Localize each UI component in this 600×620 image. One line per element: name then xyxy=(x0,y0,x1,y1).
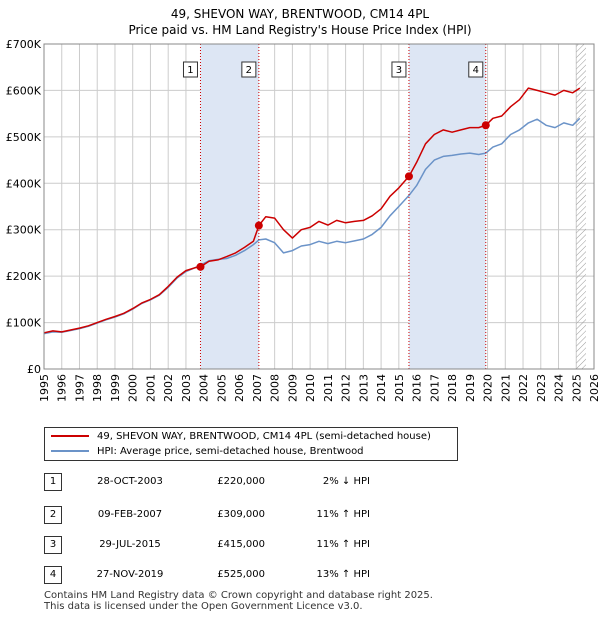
x-tick-label: 1996 xyxy=(56,374,69,402)
x-tick-label: 1998 xyxy=(91,374,104,402)
x-tick-label: 2009 xyxy=(286,374,299,402)
x-tick-label: 2022 xyxy=(517,374,530,402)
transaction-point xyxy=(404,172,413,181)
transaction-date: 27-NOV-2019 xyxy=(96,569,164,580)
transaction-marker-label: 2 xyxy=(246,65,252,76)
x-tick-label: 2007 xyxy=(251,374,264,402)
transaction-marker-box xyxy=(182,61,198,78)
x-tick-label: 2001 xyxy=(144,374,157,402)
x-tick-label: 2008 xyxy=(269,374,282,402)
chart-title-line2: Price paid vs. HM Land Registry's House … xyxy=(128,23,472,37)
transaction-price: £525,000 xyxy=(217,569,265,580)
transaction-hpi-diff: 11% ↑ HPI xyxy=(316,539,370,550)
legend-swatch-hpi xyxy=(51,450,89,452)
x-tick-label: 2010 xyxy=(304,374,317,402)
x-tick-label: 2016 xyxy=(411,374,424,402)
transaction-date: 29-JUL-2015 xyxy=(99,539,161,550)
legend-label-property: 49, SHEVON WAY, BRENTWOOD, CM14 4PL (sem… xyxy=(97,431,431,442)
x-tick-label: 2003 xyxy=(180,374,193,402)
transaction-row: 1 28-OCT-2003 £220,000 2% ↓ HPI xyxy=(0,472,600,492)
transaction-price: £309,000 xyxy=(217,509,265,520)
legend-item-property: 49, SHEVON WAY, BRENTWOOD, CM14 4PL (sem… xyxy=(51,430,431,444)
transaction-date: 28-OCT-2003 xyxy=(97,476,163,487)
y-tick-label: £400K xyxy=(6,177,42,190)
property-price-line xyxy=(43,87,581,334)
x-tick-label: 2006 xyxy=(233,374,246,402)
transaction-marker-label: 3 xyxy=(396,65,402,76)
transaction-marker-label: 4 xyxy=(473,65,479,76)
transaction-point xyxy=(481,121,490,130)
transaction-number: 4 xyxy=(44,566,62,584)
footer-licence: This data is licensed under the Open Gov… xyxy=(44,601,363,612)
x-tick-label: 2012 xyxy=(340,374,353,402)
transaction-row: 2 09-FEB-2007 £309,000 11% ↑ HPI xyxy=(0,505,600,525)
y-tick-label: £100K xyxy=(6,317,42,330)
forecast-hatch xyxy=(576,44,586,369)
transaction-point xyxy=(254,221,263,230)
x-tick-label: 2023 xyxy=(535,374,548,402)
x-tick-label: 2020 xyxy=(482,374,495,402)
x-tick-label: 2002 xyxy=(162,374,175,402)
shaded-period xyxy=(408,44,486,369)
transaction-price: £220,000 xyxy=(217,476,265,487)
transaction-number: 3 xyxy=(44,536,62,554)
legend-item-hpi: HPI: Average price, semi-detached house,… xyxy=(51,445,364,459)
y-tick-label: £300K xyxy=(6,224,42,237)
transaction-hpi-diff: 11% ↑ HPI xyxy=(316,509,370,520)
legend-label-hpi: HPI: Average price, semi-detached house,… xyxy=(97,446,364,457)
transaction-marker-box xyxy=(241,61,257,78)
x-tick-label: 2004 xyxy=(198,374,211,402)
x-tick-label: 2000 xyxy=(127,374,140,402)
price-chart: 1 2 3 4 £0 £100K £200K £300K £400K £500K £600K £70… xyxy=(6,38,600,402)
plot-frame xyxy=(43,43,595,370)
transaction-price: £415,000 xyxy=(217,539,265,550)
transaction-number: 1 xyxy=(44,473,62,491)
x-tick-label: 2005 xyxy=(215,374,228,402)
x-tick-label: 2021 xyxy=(499,374,512,402)
x-tick-label: 2017 xyxy=(428,374,441,402)
x-tick-label: 1997 xyxy=(73,374,86,402)
x-tick-label: 2019 xyxy=(464,374,477,402)
transaction-date: 09-FEB-2007 xyxy=(97,509,163,520)
transaction-marker-label: 1 xyxy=(187,65,193,76)
transaction-row: 3 29-JUL-2015 £415,000 11% ↑ HPI xyxy=(0,535,600,555)
x-tick-label: 2014 xyxy=(375,374,388,402)
y-tick-label: £700K xyxy=(6,38,42,51)
x-tick-label: 1995 xyxy=(38,374,51,402)
y-tick-label: £600K xyxy=(6,84,42,97)
chart-legend: 49, SHEVON WAY, BRENTWOOD, CM14 4PL (sem… xyxy=(44,427,458,461)
transaction-row: 4 27-NOV-2019 £525,000 13% ↑ HPI xyxy=(0,565,600,585)
transaction-hpi-diff: 13% ↑ HPI xyxy=(316,569,370,580)
footer-copyright: Contains HM Land Registry data © Crown c… xyxy=(44,590,433,601)
x-tick-label: 2011 xyxy=(322,374,335,402)
legend-swatch-property xyxy=(51,435,89,437)
x-tick-label: 2013 xyxy=(357,374,370,402)
transaction-marker-box xyxy=(468,61,484,78)
x-tick-label: 2024 xyxy=(553,374,566,402)
y-tick-label: £500K xyxy=(6,131,42,144)
chart-title-line1: 49, SHEVON WAY, BRENTWOOD, CM14 4PL xyxy=(170,7,430,21)
y-tick-label: £0 xyxy=(27,363,41,376)
transaction-marker-box xyxy=(391,61,407,78)
transaction-point xyxy=(196,262,205,271)
x-tick-label: 2018 xyxy=(446,374,459,402)
y-tick-label: £200K xyxy=(6,270,42,283)
x-tick-label: 2026 xyxy=(588,374,600,402)
x-tick-label: 2025 xyxy=(570,374,583,402)
x-tick-label: 1999 xyxy=(109,374,122,402)
transaction-number: 2 xyxy=(44,506,62,524)
transaction-hpi-diff: 2% ↓ HPI xyxy=(322,476,370,487)
shaded-period xyxy=(200,44,259,369)
x-tick-label: 2015 xyxy=(393,374,406,402)
